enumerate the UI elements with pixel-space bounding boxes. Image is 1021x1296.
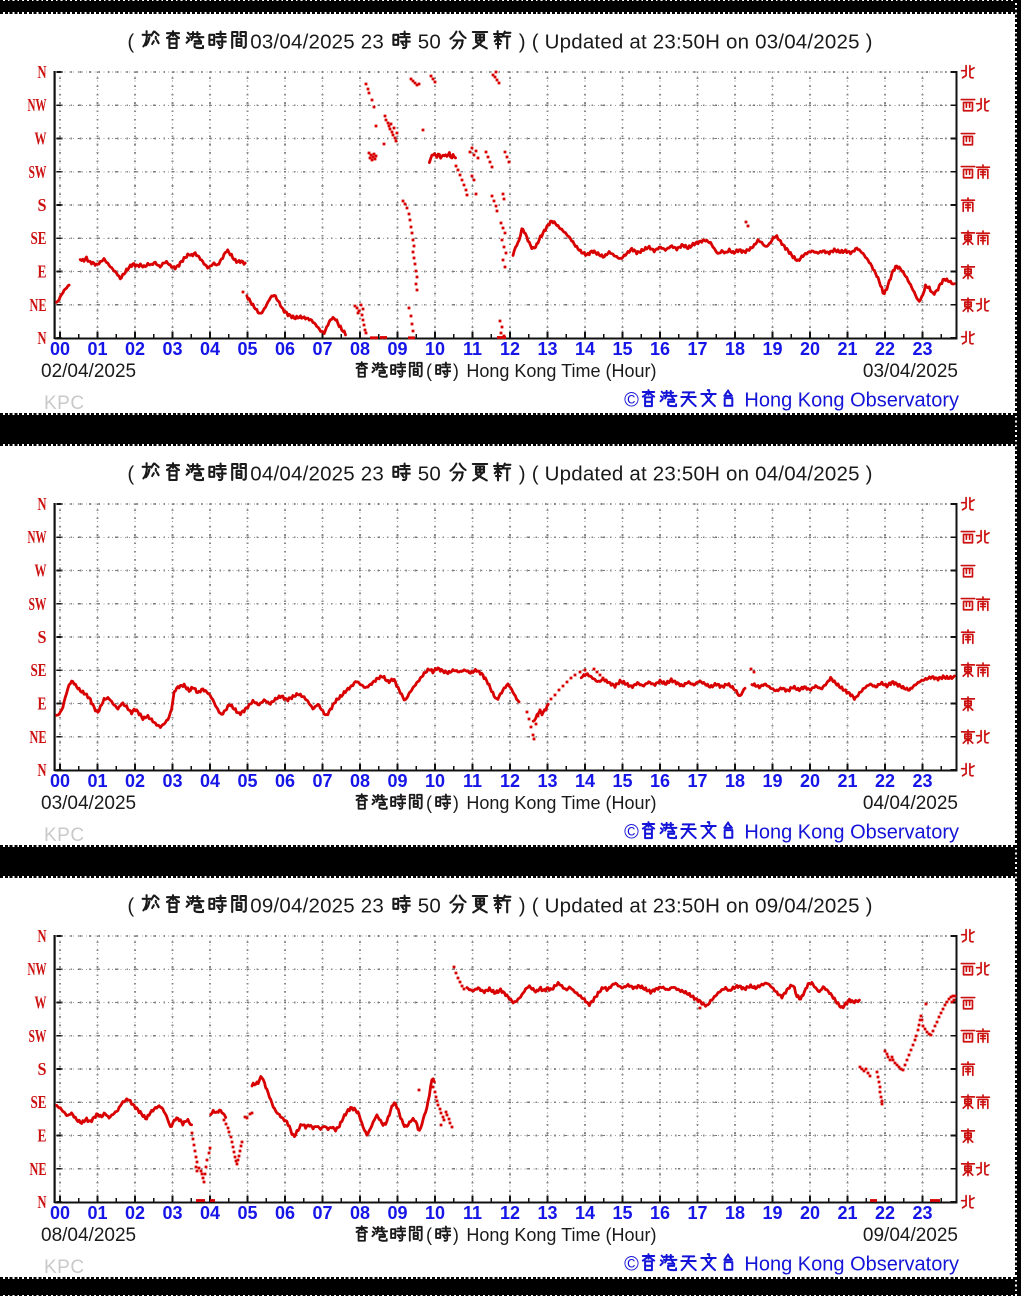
svg-text:18: 18 bbox=[725, 1203, 745, 1223]
svg-text:12: 12 bbox=[500, 771, 520, 791]
svg-text:E: E bbox=[38, 262, 47, 282]
svg-text:S: S bbox=[38, 1059, 47, 1079]
svg-text:10: 10 bbox=[425, 339, 445, 359]
svg-text:W: W bbox=[35, 561, 47, 581]
svg-text:N: N bbox=[38, 926, 47, 946]
svg-text:SW: SW bbox=[29, 162, 47, 182]
svg-text:09: 09 bbox=[387, 339, 407, 359]
svg-text:SE: SE bbox=[31, 228, 47, 248]
svg-text:15: 15 bbox=[612, 1203, 632, 1223]
svg-text:07: 07 bbox=[312, 339, 332, 359]
svg-text:09: 09 bbox=[387, 1203, 407, 1223]
svg-text:S: S bbox=[38, 627, 47, 647]
svg-text:04: 04 bbox=[200, 771, 220, 791]
svg-text:07: 07 bbox=[312, 771, 332, 791]
svg-text:S: S bbox=[38, 195, 47, 215]
svg-text:09: 09 bbox=[387, 771, 407, 791]
svg-text:E: E bbox=[38, 1126, 47, 1146]
svg-text:08: 08 bbox=[350, 771, 370, 791]
svg-text:SW: SW bbox=[29, 594, 47, 614]
svg-text:05: 05 bbox=[237, 339, 257, 359]
svg-text:17: 17 bbox=[687, 771, 707, 791]
svg-text:N: N bbox=[38, 62, 47, 82]
svg-text:SW: SW bbox=[29, 1026, 47, 1046]
svg-text:17: 17 bbox=[687, 339, 707, 359]
svg-text:N: N bbox=[38, 328, 47, 348]
svg-text:20: 20 bbox=[800, 339, 820, 359]
svg-text:06: 06 bbox=[275, 339, 295, 359]
svg-text:07: 07 bbox=[312, 1203, 332, 1223]
svg-text:03: 03 bbox=[162, 771, 182, 791]
svg-text:15: 15 bbox=[612, 771, 632, 791]
svg-text:23: 23 bbox=[912, 1203, 932, 1223]
svg-text:23: 23 bbox=[912, 771, 932, 791]
svg-text:03: 03 bbox=[162, 1203, 182, 1223]
svg-text:01: 01 bbox=[87, 339, 107, 359]
svg-text:19: 19 bbox=[762, 1203, 782, 1223]
svg-text:E: E bbox=[38, 694, 47, 714]
svg-text:08: 08 bbox=[350, 339, 370, 359]
svg-text:14: 14 bbox=[575, 1203, 595, 1223]
svg-text:10: 10 bbox=[425, 771, 445, 791]
svg-text:22: 22 bbox=[875, 1203, 895, 1223]
svg-text:16: 16 bbox=[650, 771, 670, 791]
svg-text:01: 01 bbox=[87, 771, 107, 791]
svg-text:02: 02 bbox=[125, 771, 145, 791]
svg-text:14: 14 bbox=[575, 771, 595, 791]
svg-text:SE: SE bbox=[31, 660, 47, 680]
svg-text:W: W bbox=[35, 129, 47, 149]
svg-text:20: 20 bbox=[800, 771, 820, 791]
svg-text:14: 14 bbox=[575, 339, 595, 359]
svg-text:21: 21 bbox=[837, 1203, 857, 1223]
svg-text:18: 18 bbox=[725, 339, 745, 359]
svg-text:11: 11 bbox=[463, 771, 482, 791]
svg-text:05: 05 bbox=[237, 1203, 257, 1223]
svg-text:01: 01 bbox=[87, 1203, 107, 1223]
svg-text:NW: NW bbox=[28, 527, 47, 547]
svg-text:06: 06 bbox=[275, 771, 295, 791]
svg-text:13: 13 bbox=[537, 339, 557, 359]
svg-text:11: 11 bbox=[463, 339, 482, 359]
svg-text:23: 23 bbox=[912, 339, 932, 359]
svg-text:22: 22 bbox=[875, 339, 895, 359]
svg-text:00: 00 bbox=[50, 339, 70, 359]
svg-text:NE: NE bbox=[30, 727, 47, 747]
svg-text:00: 00 bbox=[50, 1203, 70, 1223]
svg-text:16: 16 bbox=[650, 339, 670, 359]
svg-text:00: 00 bbox=[50, 771, 70, 791]
svg-text:04: 04 bbox=[200, 1203, 220, 1223]
svg-text:W: W bbox=[35, 993, 47, 1013]
svg-text:15: 15 bbox=[612, 339, 632, 359]
svg-text:13: 13 bbox=[537, 1203, 557, 1223]
svg-text:13: 13 bbox=[537, 771, 557, 791]
svg-text:11: 11 bbox=[463, 1203, 482, 1223]
svg-text:20: 20 bbox=[800, 1203, 820, 1223]
svg-text:12: 12 bbox=[500, 339, 520, 359]
svg-text:18: 18 bbox=[725, 771, 745, 791]
svg-text:06: 06 bbox=[275, 1203, 295, 1223]
svg-text:04: 04 bbox=[200, 339, 220, 359]
svg-text:19: 19 bbox=[762, 771, 782, 791]
svg-text:17: 17 bbox=[687, 1203, 707, 1223]
svg-text:21: 21 bbox=[837, 771, 857, 791]
svg-text:03: 03 bbox=[162, 339, 182, 359]
svg-text:12: 12 bbox=[500, 1203, 520, 1223]
svg-text:05: 05 bbox=[237, 771, 257, 791]
svg-text:SE: SE bbox=[31, 1092, 47, 1112]
svg-text:16: 16 bbox=[650, 1203, 670, 1223]
svg-text:19: 19 bbox=[762, 339, 782, 359]
svg-text:NW: NW bbox=[28, 95, 47, 115]
svg-text:02: 02 bbox=[125, 1203, 145, 1223]
svg-text:N: N bbox=[38, 1192, 47, 1212]
svg-text:22: 22 bbox=[875, 771, 895, 791]
svg-text:NE: NE bbox=[30, 1159, 47, 1179]
svg-text:NW: NW bbox=[28, 959, 47, 979]
svg-text:NE: NE bbox=[30, 295, 47, 315]
svg-text:08: 08 bbox=[350, 1203, 370, 1223]
svg-text:02: 02 bbox=[125, 339, 145, 359]
svg-text:21: 21 bbox=[837, 339, 857, 359]
svg-text:N: N bbox=[38, 760, 47, 780]
svg-text:10: 10 bbox=[425, 1203, 445, 1223]
svg-text:N: N bbox=[38, 494, 47, 514]
